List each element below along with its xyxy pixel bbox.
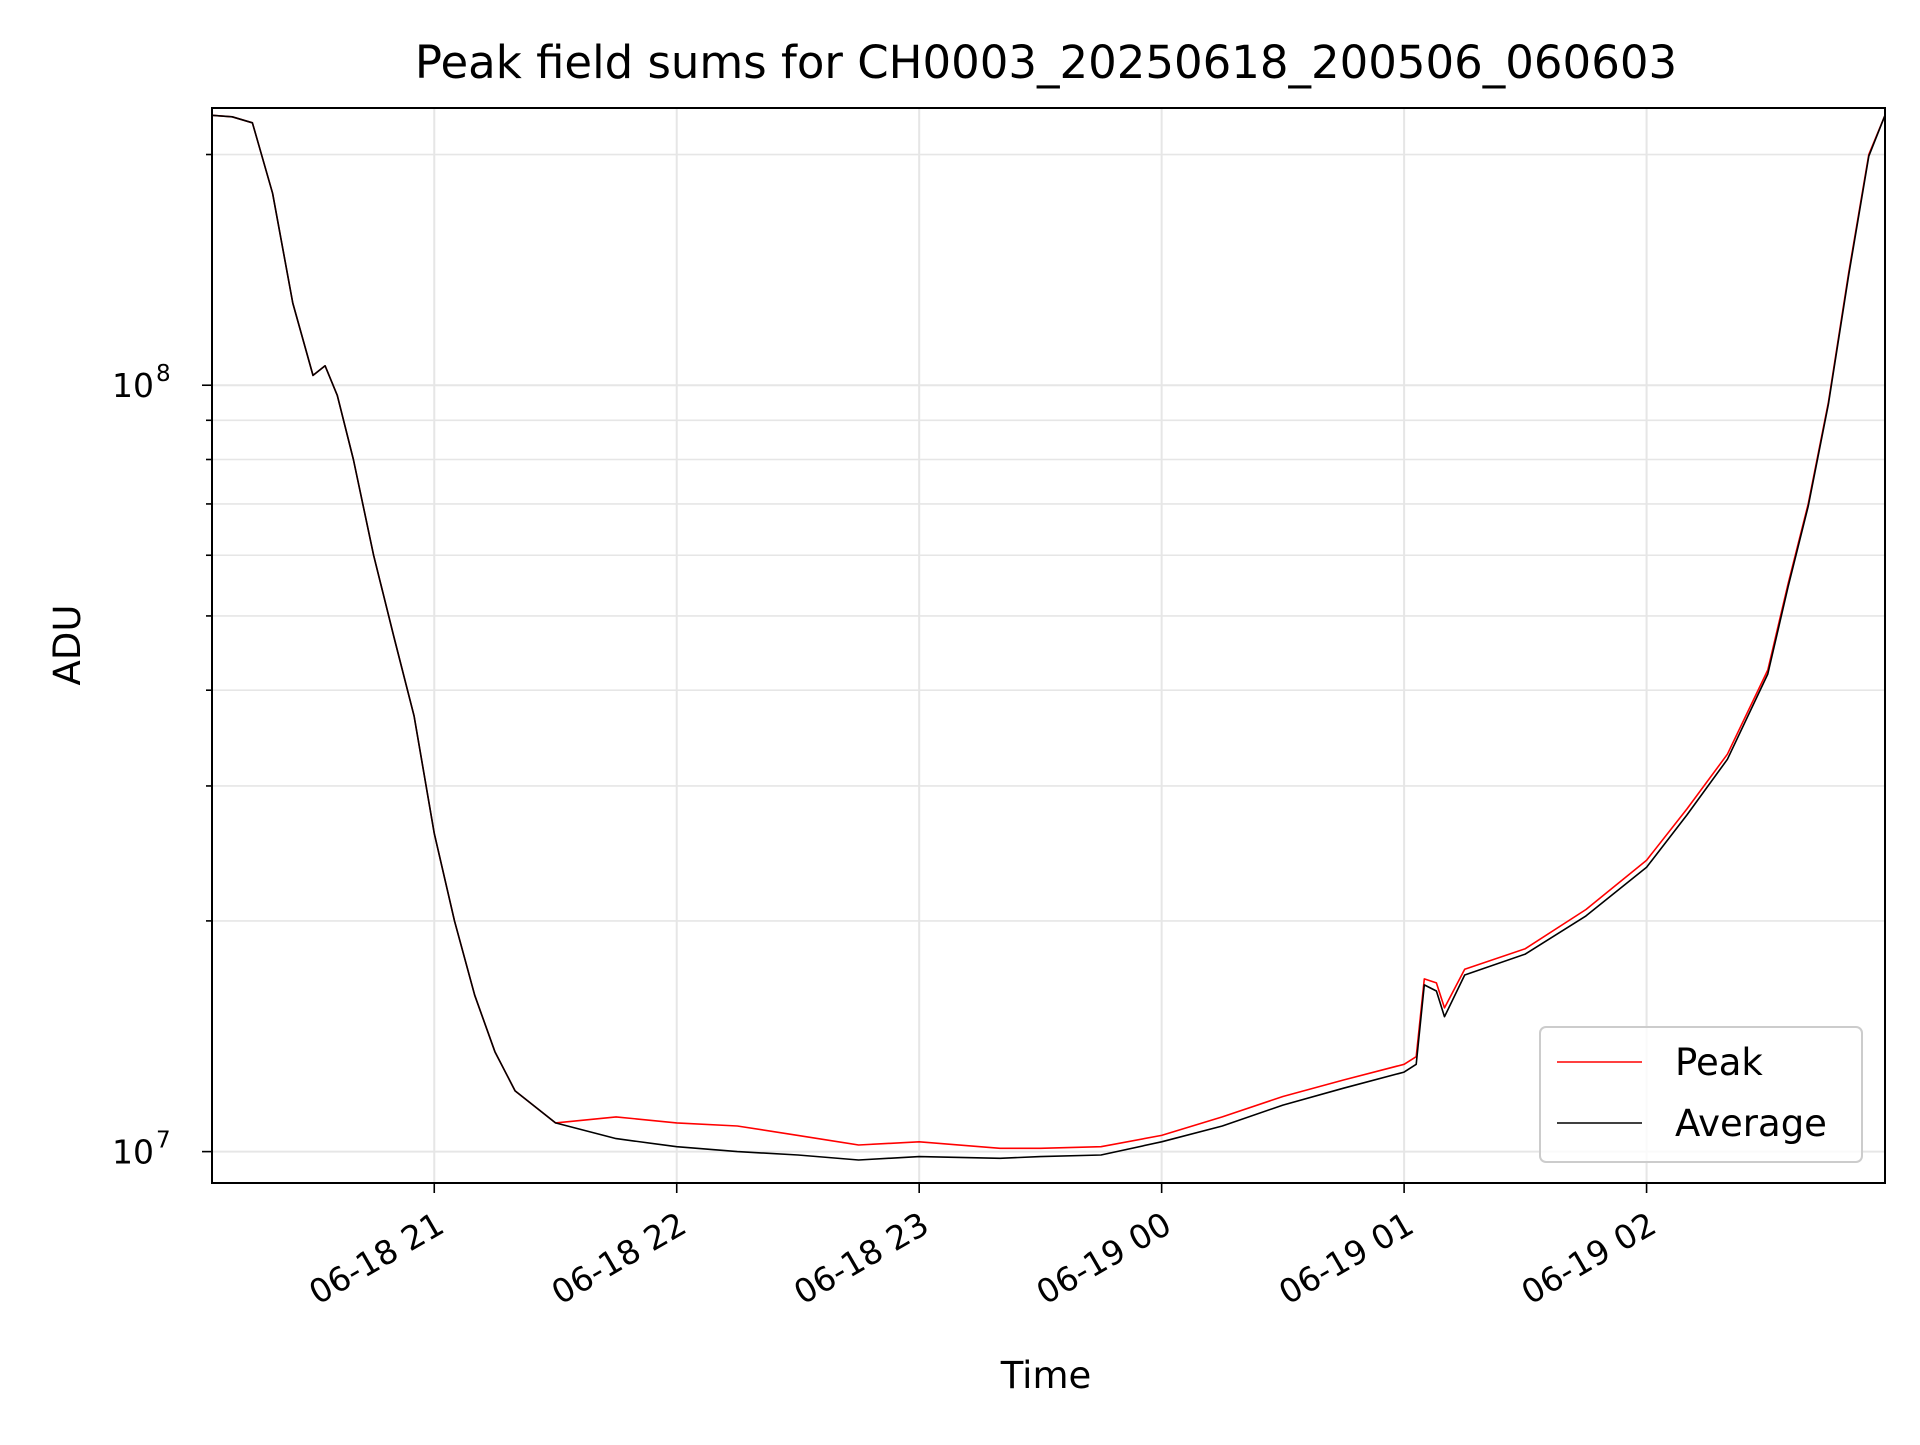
- y-tick-exponent: 7: [156, 1128, 171, 1154]
- y-tick-base: 10: [112, 366, 154, 405]
- y-axis-label: ADU: [46, 605, 89, 686]
- legend-average-label: Average: [1675, 1102, 1827, 1145]
- y-tick-exponent: 8: [156, 361, 171, 387]
- legend-peak-label: Peak: [1675, 1041, 1763, 1084]
- x-axis-label: Time: [1000, 1354, 1092, 1397]
- legend: Peak Average: [1539, 1026, 1863, 1163]
- chart-title: Peak field sums for CH0003_20250618_2005…: [415, 36, 1677, 89]
- series-layer: [212, 114, 1885, 1161]
- plot-frame: [211, 107, 1886, 1184]
- y-tick-label: 10: [112, 1133, 154, 1172]
- grid: [212, 108, 1885, 1183]
- y-tick-base: 10: [112, 1133, 154, 1172]
- average-line: [212, 114, 1885, 1161]
- y-tick-label: 10: [112, 366, 154, 405]
- legend-box: [1539, 1026, 1863, 1163]
